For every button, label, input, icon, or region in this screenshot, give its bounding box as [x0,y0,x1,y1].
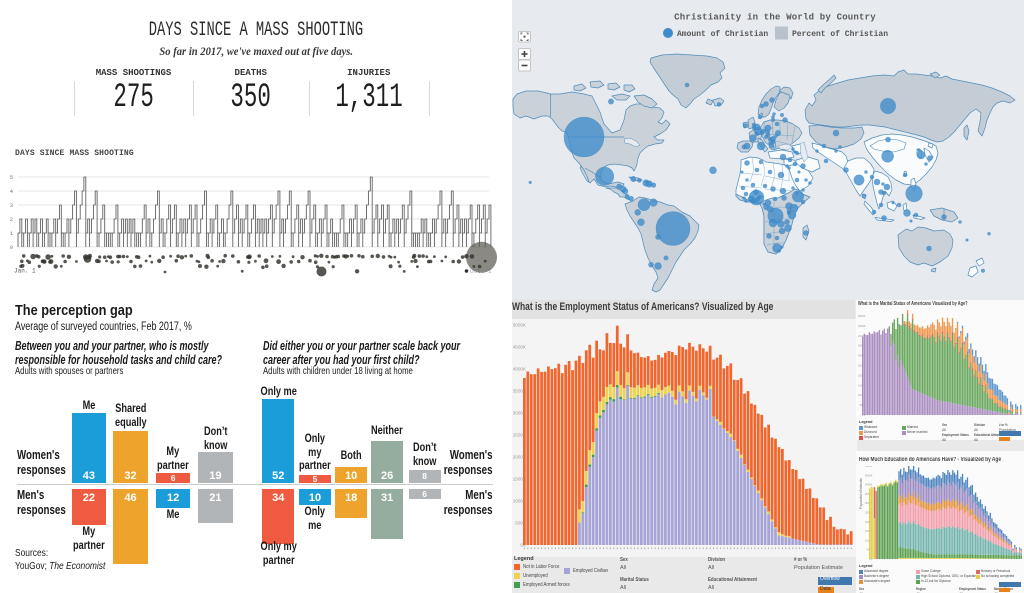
svg-text:4000K: 4000K [513,367,527,372]
svg-text:Percent of Christian: Percent of Christian [792,30,888,39]
svg-text:1500K: 1500K [513,477,527,482]
svg-text:1000K: 1000K [865,538,873,542]
svg-text:4500K: 4500K [858,324,866,328]
svg-text:3500K: 3500K [865,492,873,496]
svg-text:5000K: 5000K [865,466,873,468]
svg-text:3000K: 3000K [513,411,527,416]
svg-text:4: 4 [10,188,14,195]
svg-text:5000K: 5000K [513,323,527,328]
svg-text:2500K: 2500K [865,511,873,515]
svg-text:5: 5 [10,174,13,181]
svg-text:2500K: 2500K [513,433,527,438]
svg-text:2000K: 2000K [513,455,527,460]
svg-text:0: 0 [10,244,13,251]
svg-text:1: 1 [10,230,14,237]
svg-text:4500K: 4500K [513,345,527,350]
svg-text:2: 2 [10,216,13,223]
svg-text:2000K: 2000K [858,373,866,377]
svg-text:4500K: 4500K [865,473,873,477]
svg-text:3500K: 3500K [513,389,527,394]
svg-text:Amount of Christian: Amount of Christian [677,30,768,39]
svg-text:1500K: 1500K [858,383,866,387]
svg-text:2000K: 2000K [865,520,873,524]
svg-text:500K: 500K [515,521,527,526]
svg-text:4000K: 4000K [865,483,873,487]
svg-text:3500K: 3500K [858,344,866,348]
svg-text:1000K: 1000K [513,499,527,504]
svg-text:3000K: 3000K [858,354,866,358]
svg-text:3000K: 3000K [865,501,873,505]
svg-text:Jan. 1: Jan. 1 [14,268,36,275]
svg-text:5000K: 5000K [858,314,866,318]
svg-text:3: 3 [10,202,13,209]
svg-text:4000K: 4000K [858,334,866,338]
svg-text:2500K: 2500K [858,364,866,368]
svg-text:1000K: 1000K [858,393,866,397]
svg-text:Christianity in the World by C: Christianity in the World by Country [674,13,876,23]
svg-text:1500K: 1500K [865,529,873,533]
